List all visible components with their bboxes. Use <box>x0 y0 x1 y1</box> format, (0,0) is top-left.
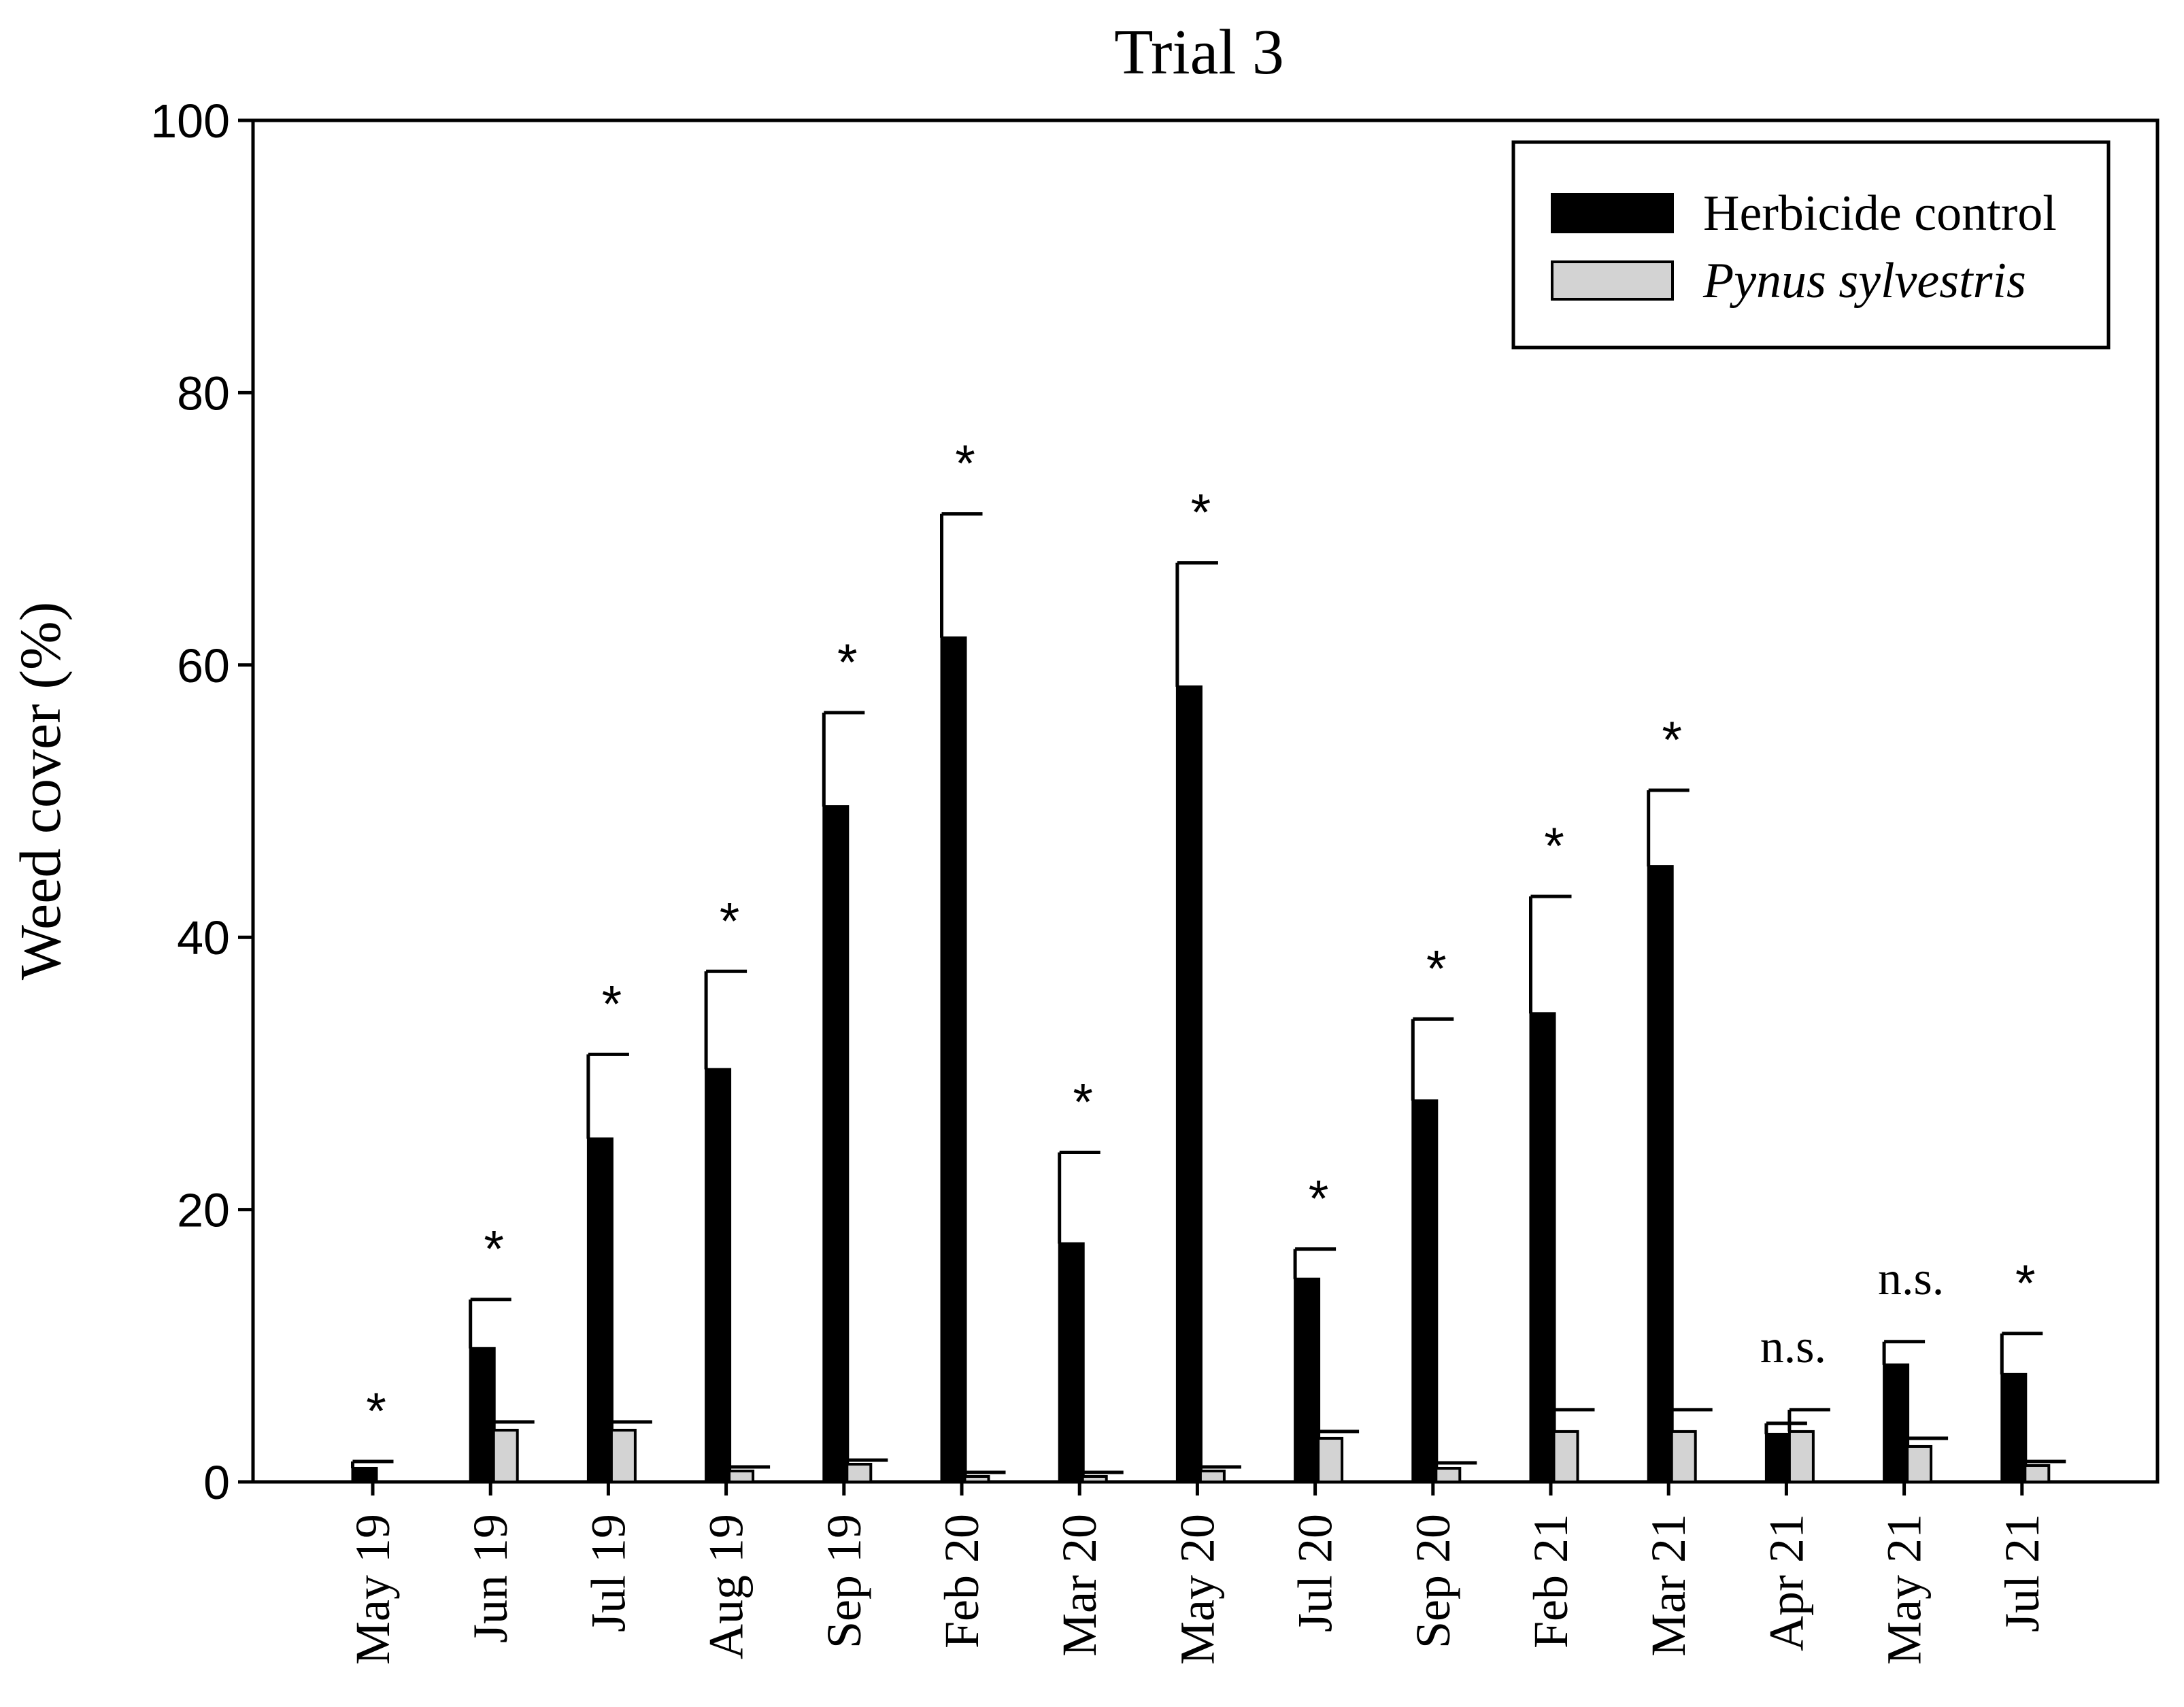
significance-label: n.s. <box>1878 1253 1944 1305</box>
x-axis-tick-labels: May 19 Jun 19 Jul 19 Aug 19 Sep 19 Feb 20 Mar … <box>346 1482 2049 1665</box>
bar-herbicide-control <box>1883 1363 1910 1483</box>
bar-pynus-sylvestris <box>2023 1464 2051 1484</box>
bar-herbicide-control <box>1647 865 1674 1483</box>
y-axis-label: Weed cover (%) <box>7 602 73 981</box>
significance-annotations: * * * * * * * * * * * * n.s. n.s. * <box>366 435 2035 1440</box>
bar-pynus-sylvestris <box>963 1474 990 1483</box>
significance-label: * <box>1426 940 1447 998</box>
bar-herbicide-control <box>705 1068 732 1484</box>
significance-label: * <box>484 1221 504 1279</box>
x-tick-label: Mar 21 <box>1641 1514 1696 1657</box>
y-tick-label: 60 <box>177 639 230 692</box>
bar-pynus-sylvestris <box>1906 1444 1933 1483</box>
significance-label: * <box>366 1383 386 1440</box>
bar-herbicide-control <box>1764 1432 1792 1483</box>
bar-herbicide-control <box>1058 1242 1085 1484</box>
bar-herbicide-control <box>1529 1012 1556 1483</box>
x-tick-label: Sep 20 <box>1406 1514 1460 1649</box>
error-bars <box>351 512 2066 1476</box>
x-tick-label: Sep 19 <box>817 1514 871 1649</box>
y-tick-label: 20 <box>177 1184 230 1237</box>
x-tick-label: Feb 20 <box>935 1514 989 1649</box>
significance-label: * <box>602 975 622 1033</box>
bar-pynus-sylvestris <box>1081 1474 1108 1483</box>
x-tick-label: Apr 21 <box>1759 1514 1813 1651</box>
y-tick-label: 0 <box>203 1456 230 1509</box>
x-tick-label: Feb 21 <box>1524 1514 1578 1649</box>
significance-label: * <box>1309 1170 1329 1228</box>
legend-label-herbicide-control: Herbicide control <box>1703 186 2057 241</box>
y-tick-label: 80 <box>177 367 230 420</box>
legend-swatch-pynus-sylvestris <box>1551 260 1674 301</box>
bar-herbicide-control <box>1175 685 1203 1483</box>
y-tick-label: 40 <box>177 911 230 964</box>
y-tick-label: 100 <box>150 95 230 148</box>
significance-label: * <box>1662 711 1682 769</box>
bar-herbicide-control <box>586 1137 614 1483</box>
pynus-sylvestris-bars <box>492 1428 2051 1484</box>
bar-pynus-sylvestris <box>1670 1430 1697 1484</box>
bar-pynus-sylvestris <box>1434 1466 1462 1483</box>
legend-swatch-herbicide-control <box>1551 193 1674 233</box>
bar-herbicide-control <box>1411 1099 1439 1483</box>
bar-pynus-sylvestris <box>1198 1469 1226 1483</box>
bar-pynus-sylvestris <box>609 1428 637 1484</box>
x-tick-label: May 21 <box>1877 1514 1932 1665</box>
chart-title: Trial 3 <box>1114 17 1284 88</box>
significance-label: * <box>1073 1074 1093 1132</box>
bar-herbicide-control <box>469 1347 496 1483</box>
significance-label: * <box>955 435 975 493</box>
significance-label: * <box>1191 484 1211 542</box>
legend-box <box>1511 140 2111 350</box>
legend-label-pynus-sylvestris: Pynus sylvestris <box>1702 253 2026 309</box>
x-tick-label: Jul 21 <box>1995 1514 2049 1632</box>
bar-pynus-sylvestris <box>728 1469 755 1483</box>
x-tick-label: May 19 <box>346 1514 400 1665</box>
bar-pynus-sylvestris <box>845 1462 873 1484</box>
bar-herbicide-control <box>351 1466 378 1483</box>
significance-label: * <box>1544 817 1564 875</box>
bar-herbicide-control <box>2000 1372 2028 1484</box>
bar-herbicide-control <box>822 805 850 1484</box>
x-tick-label: Jun 19 <box>463 1514 518 1643</box>
bar-pynus-sylvestris <box>492 1428 519 1484</box>
x-tick-label: Mar 20 <box>1052 1514 1107 1657</box>
x-tick-label: May 20 <box>1170 1514 1224 1665</box>
x-tick-label: Aug 19 <box>699 1514 754 1659</box>
bar-herbicide-control <box>940 636 967 1483</box>
x-tick-label: Jul 19 <box>581 1514 635 1632</box>
significance-label: * <box>720 892 740 950</box>
significance-label: n.s. <box>1760 1321 1826 1373</box>
legend: Herbicide control Pynus sylvestris <box>1511 140 2111 350</box>
bar-herbicide-control <box>1294 1277 1321 1484</box>
significance-label: * <box>2015 1255 2036 1313</box>
significance-label: * <box>837 634 858 692</box>
bar-pynus-sylvestris <box>1787 1430 1815 1484</box>
bar-pynus-sylvestris <box>1552 1430 1579 1484</box>
herbicide-control-bars <box>351 636 2028 1484</box>
x-tick-label: Jul 20 <box>1288 1514 1343 1632</box>
y-axis-ticks: 0 20 40 60 80 100 <box>150 95 253 1509</box>
bar-pynus-sylvestris <box>1317 1436 1344 1484</box>
